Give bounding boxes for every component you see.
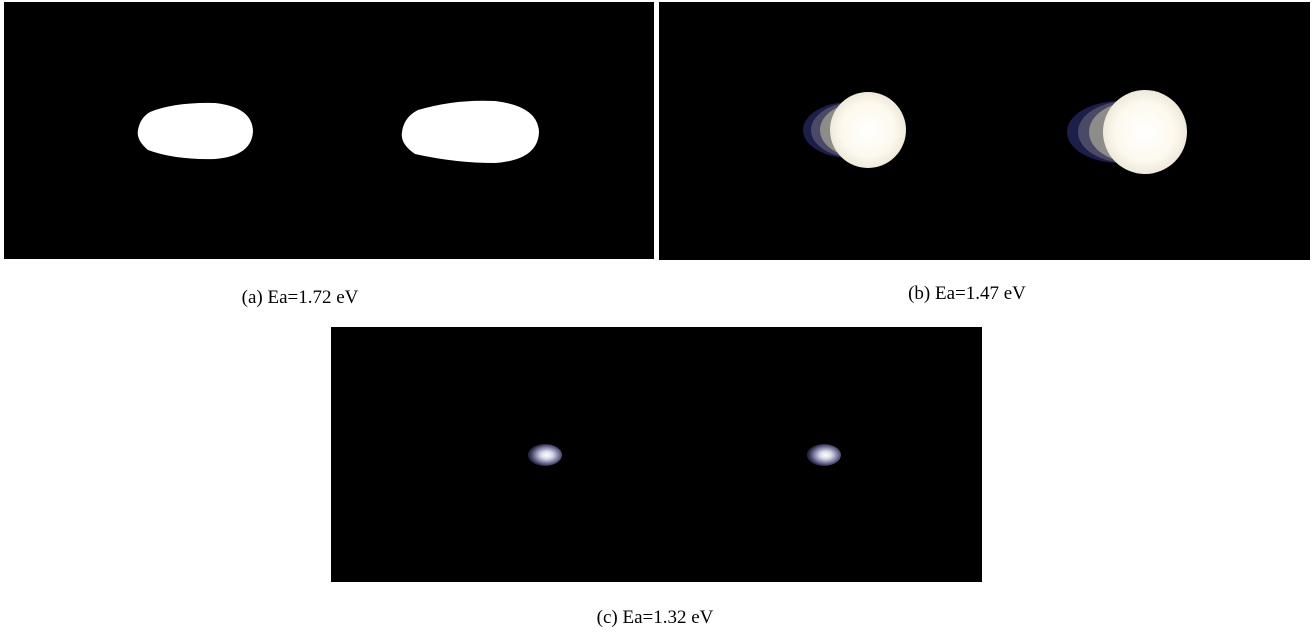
- page: (a) Ea=1.72 eV (b) Ea=1.47 eV (c) Ea=1.3…: [0, 0, 1313, 639]
- panel-background: [331, 327, 982, 582]
- panel-background: [4, 2, 654, 259]
- hot-spot: [402, 101, 539, 163]
- caption: (b) Ea=1.47 eV: [908, 283, 1026, 304]
- figure: (a) Ea=1.72 eV (b) Ea=1.47 eV (c) Ea=1.3…: [0, 0, 1313, 639]
- hot-spot: [528, 444, 562, 466]
- panel-a: (a) Ea=1.72 eV: [4, 2, 654, 308]
- hot-spot: [807, 444, 841, 466]
- panel-c: (c) Ea=1.32 eV: [331, 327, 982, 628]
- hot-spot: [1103, 90, 1187, 174]
- hot-spot: [138, 103, 253, 159]
- hot-spot: [830, 92, 906, 168]
- caption: (c) Ea=1.32 eV: [597, 607, 714, 628]
- caption: (a) Ea=1.72 eV: [242, 287, 359, 308]
- panel-b: (b) Ea=1.47 eV: [659, 2, 1310, 304]
- panel-background: [659, 2, 1310, 260]
